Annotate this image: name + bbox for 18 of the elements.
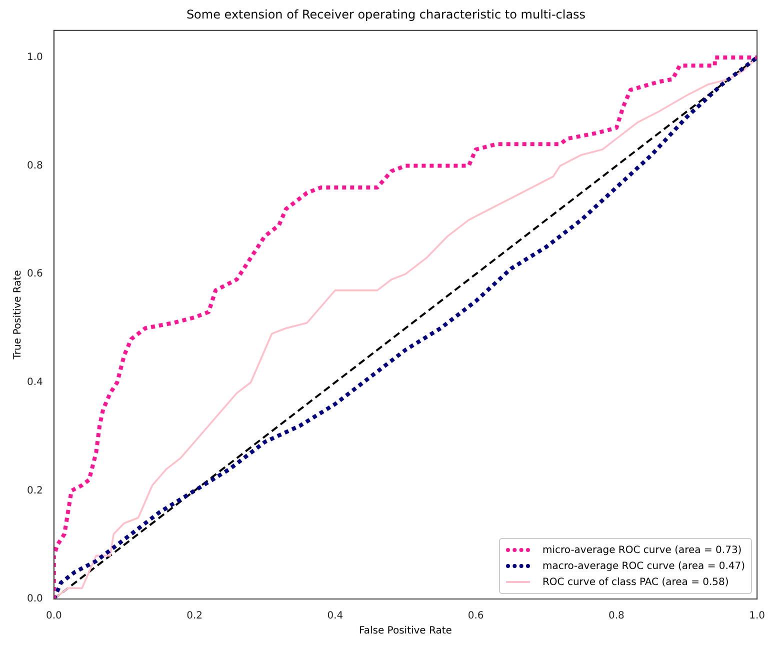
legend-label: ROC curve of class PAC (area = 0.58): [542, 576, 729, 588]
x-axis-title: False Positive Rate: [359, 626, 452, 637]
x-tick-label: 0.0: [46, 610, 62, 622]
y-axis-title: True Positive Rate: [12, 270, 24, 360]
legend-label: micro-average ROC curve (area = 0.73): [542, 544, 742, 556]
y-tick-label: 0.2: [26, 485, 43, 496]
y-tick-label: 0.8: [26, 160, 43, 172]
x-tick-label: 0.2: [186, 610, 202, 622]
x-tick-label: 0.4: [327, 610, 344, 622]
x-tick-label: 0.6: [468, 610, 484, 622]
chart-title: Some extension of Receiver operating characteristic to multi-class: [186, 7, 586, 22]
x-tick-label: 1.0: [749, 610, 765, 622]
y-tick-label: 0.4: [26, 376, 43, 388]
legend-label: macro-average ROC curve (area = 0.47): [542, 560, 746, 572]
y-tick-label: 1.0: [26, 52, 43, 64]
y-tick-label: 0.6: [26, 268, 43, 280]
y-tick-label: 0.0: [26, 594, 43, 605]
x-tick-label: 0.8: [608, 610, 624, 622]
